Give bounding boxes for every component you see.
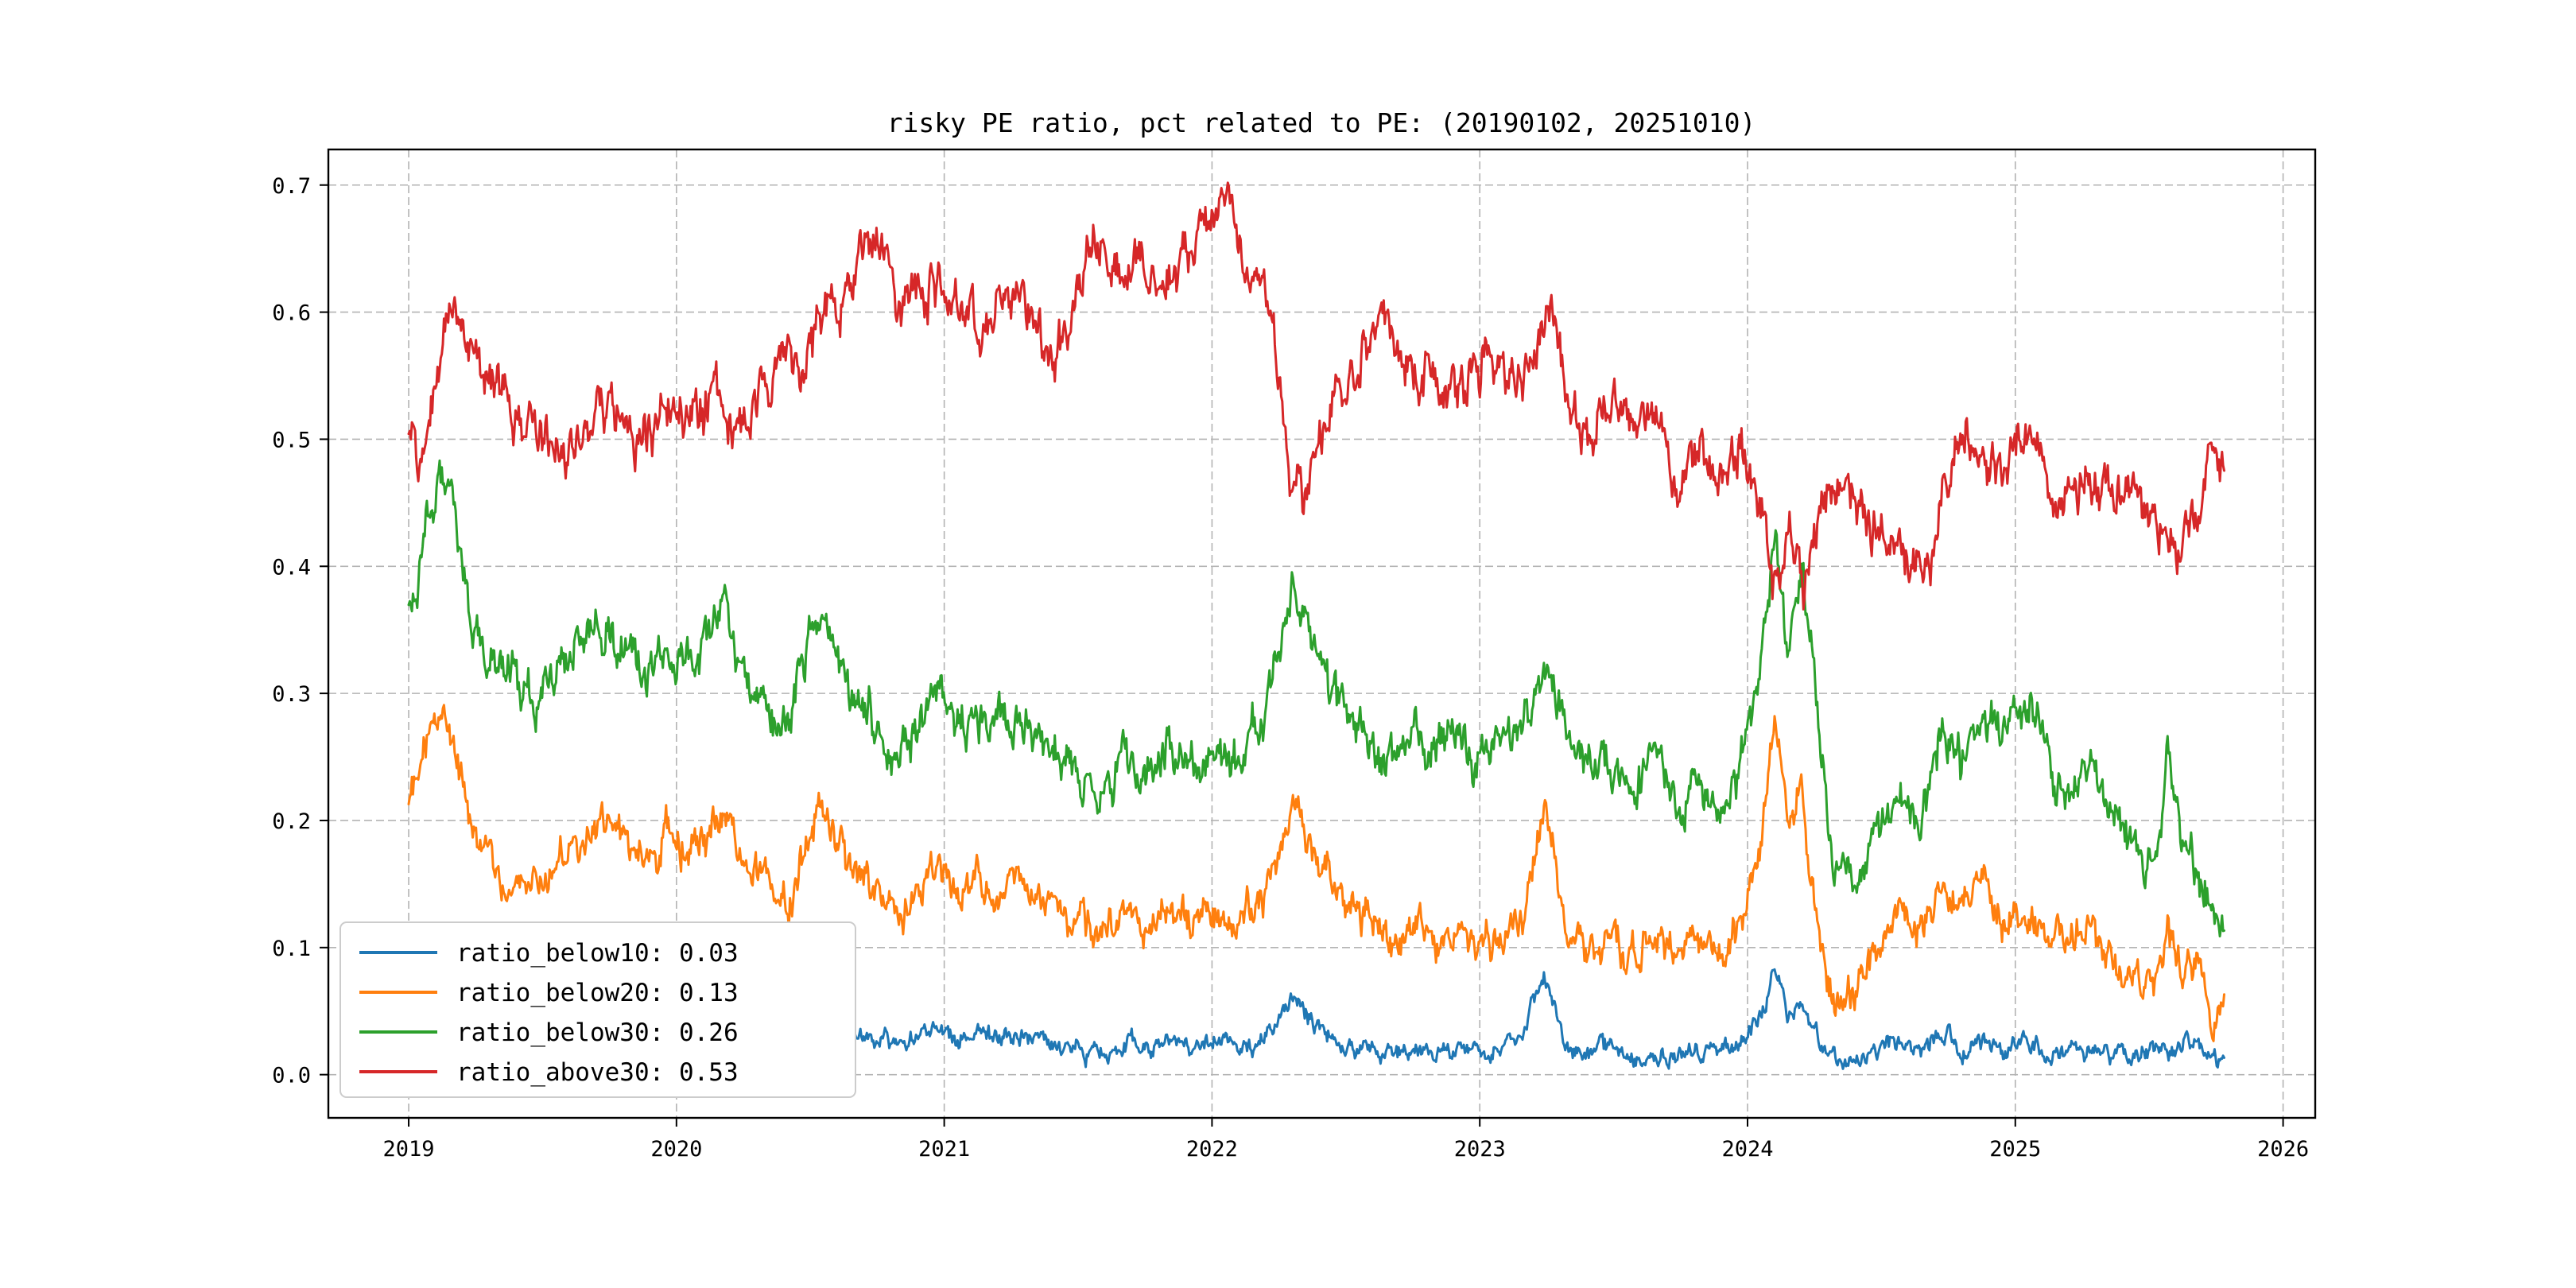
legend-label-4: ratio_above30: 0.53 bbox=[456, 1058, 739, 1087]
y-tick-label: 0.2 bbox=[272, 809, 311, 834]
y-tick-label: 0.7 bbox=[272, 174, 311, 199]
x-tick-label: 2021 bbox=[918, 1137, 970, 1162]
y-tick-label: 0.6 bbox=[272, 301, 311, 326]
series-line-2 bbox=[407, 704, 2225, 1042]
y-tick-label: 0.0 bbox=[272, 1064, 311, 1088]
legend-label-2: ratio_below20: 0.13 bbox=[456, 979, 739, 1007]
x-tick-label: 2026 bbox=[2257, 1137, 2309, 1162]
series-line-3 bbox=[407, 459, 2225, 938]
series-line-4 bbox=[407, 181, 2225, 611]
x-tick-label: 2024 bbox=[1721, 1137, 1773, 1162]
x-tick-label: 2025 bbox=[1989, 1137, 2041, 1162]
x-tick-label: 2020 bbox=[650, 1137, 702, 1162]
plot-frame bbox=[327, 148, 2317, 1119]
chart-title: risky PE ratio, pct related to PE: (2019… bbox=[887, 107, 1756, 138]
x-tick-label: 2022 bbox=[1186, 1137, 1238, 1162]
x-tick-label: 2019 bbox=[383, 1137, 435, 1162]
y-tick-label: 0.4 bbox=[272, 555, 311, 580]
legend-label-1: ratio_below10: 0.03 bbox=[456, 939, 739, 968]
x-tick-label: 2023 bbox=[1454, 1137, 1506, 1162]
legend-label-3: ratio_below30: 0.26 bbox=[456, 1018, 739, 1047]
y-tick-label: 0.1 bbox=[272, 937, 311, 961]
y-tick-label: 0.3 bbox=[272, 682, 311, 707]
legend-box bbox=[339, 921, 856, 1098]
y-tick-label: 0.5 bbox=[272, 428, 311, 452]
